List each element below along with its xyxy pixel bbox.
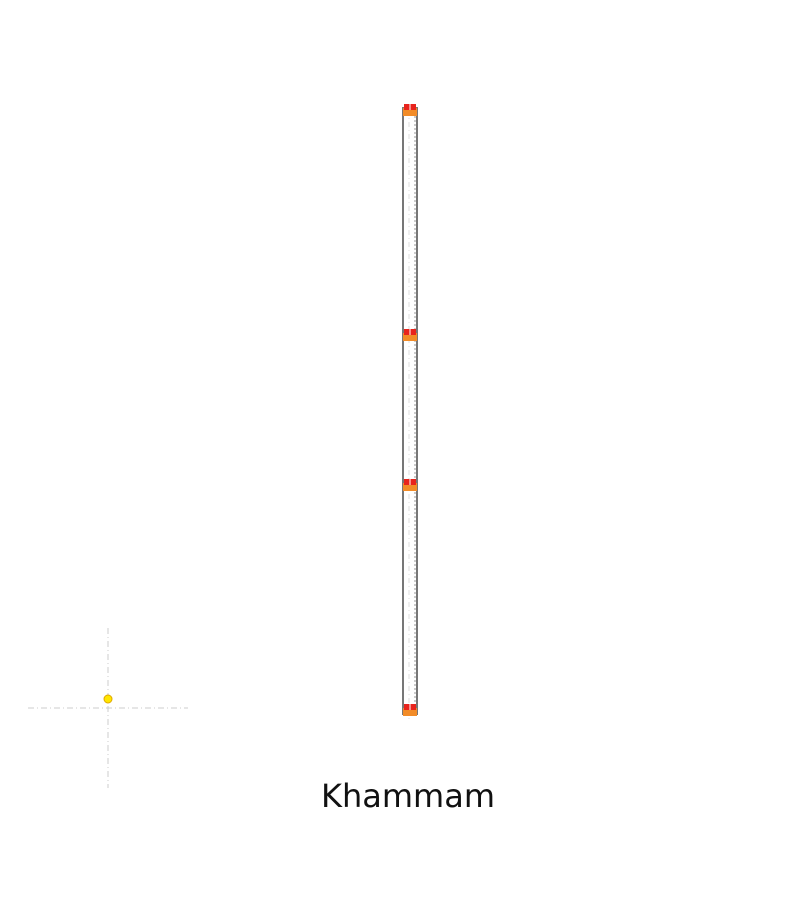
track-outline[interactable] — [402, 107, 418, 715]
station-marker-base — [403, 708, 417, 716]
station-marker[interactable] — [403, 479, 417, 491]
track-route — [402, 107, 418, 722]
station-marker-base — [403, 333, 417, 341]
station-markers — [403, 104, 417, 716]
station-marker-base — [403, 108, 417, 116]
locator-dot-icon[interactable] — [103, 694, 113, 704]
map-title: Khammam — [321, 777, 495, 815]
station-marker[interactable] — [403, 329, 417, 341]
locator-crosshair — [28, 628, 188, 788]
station-marker[interactable] — [403, 104, 417, 116]
station-marker[interactable] — [403, 704, 417, 716]
station-marker-base — [403, 483, 417, 491]
